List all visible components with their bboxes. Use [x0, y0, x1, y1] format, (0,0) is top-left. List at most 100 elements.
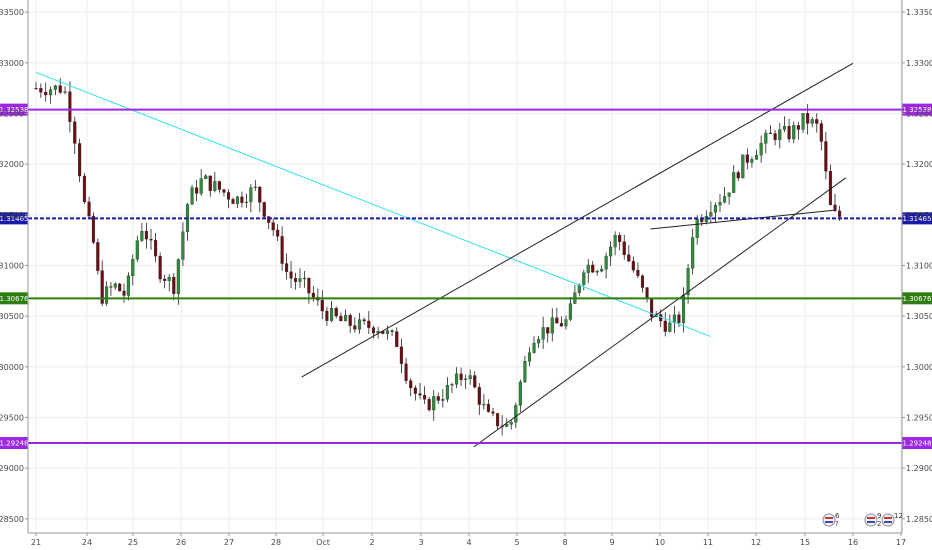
candle-body — [454, 373, 459, 385]
candle-body — [154, 240, 158, 257]
candle-body — [163, 278, 167, 281]
candle-body — [87, 201, 91, 217]
candle-body — [100, 270, 104, 304]
flag-stripe — [884, 521, 892, 523]
level-label-left: 1.32538 — [0, 106, 28, 114]
candle-body — [559, 323, 563, 327]
candle-body — [367, 320, 371, 328]
flag-stripe — [884, 517, 892, 519]
event-badges[interactable]: 6? 92 12 — [822, 512, 903, 528]
candle-body — [824, 141, 828, 172]
flag-label: ? — [835, 520, 839, 528]
candle-body — [131, 259, 135, 276]
price-tick-label-right: 1.29500 — [906, 413, 932, 422]
candle-body — [745, 154, 749, 163]
candle-body — [409, 380, 413, 389]
candle-body — [778, 129, 782, 140]
candle-body — [622, 241, 626, 255]
candle-body — [568, 303, 572, 320]
price-tick-label-left: 1.32000 — [0, 160, 24, 169]
candle-body — [732, 172, 736, 193]
candle-body — [217, 181, 221, 190]
price-tick-label-right: 1.29000 — [906, 464, 932, 473]
price-tick-label-left: 1.31500 — [0, 211, 24, 220]
flag-icon — [881, 513, 895, 527]
candle-body — [723, 196, 727, 203]
candle-body — [631, 260, 635, 271]
candle-body — [709, 212, 713, 217]
candle-body — [436, 396, 440, 401]
candle-body — [477, 387, 481, 405]
time-tick-label: 24 — [82, 538, 92, 547]
candle-body — [122, 290, 126, 296]
candle-body — [764, 132, 768, 144]
candle-body — [39, 88, 43, 93]
candle-body — [399, 346, 403, 364]
candle-body — [636, 269, 640, 276]
time-tick-label: 26 — [176, 538, 186, 547]
price-tick-label-right: 1.33000 — [906, 59, 932, 68]
candle-body — [362, 319, 366, 322]
candle-body — [537, 339, 541, 344]
price-tick-label-left: 1.30000 — [0, 363, 24, 372]
candle-body — [302, 277, 306, 280]
candle-body — [541, 327, 545, 340]
level-label-right-bg — [902, 292, 932, 305]
time-tick-label: 28 — [271, 538, 281, 547]
candle-body — [82, 175, 87, 203]
time-tick-label: 15 — [800, 538, 810, 547]
level-label-right: 1.29248 — [903, 440, 932, 448]
time-tick-label: 3 — [418, 538, 423, 547]
candle-body — [527, 352, 532, 362]
candle-body — [468, 375, 472, 380]
candle-body — [741, 154, 745, 179]
candle-body — [96, 242, 100, 271]
candle-body — [427, 399, 431, 411]
candle-body — [222, 189, 226, 193]
candle-body — [158, 255, 162, 280]
candle-body — [58, 85, 62, 93]
level-label-right-bg — [902, 212, 932, 225]
candle-body — [149, 238, 153, 241]
flag-stripe — [825, 521, 833, 523]
candle-body — [258, 186, 262, 203]
candle-body — [276, 229, 280, 237]
candle-body — [73, 121, 77, 144]
time-tick-label: 11 — [703, 538, 713, 547]
candle-body — [686, 268, 690, 296]
candle-body — [691, 237, 695, 269]
candle-body — [44, 92, 48, 96]
level-label-left: 1.30676 — [0, 295, 29, 303]
candle-body — [473, 375, 477, 388]
time-tick-label: 17 — [896, 538, 906, 547]
candle-body — [118, 283, 122, 292]
level-label-right-bg — [902, 437, 932, 450]
candle-body — [34, 88, 38, 90]
candle-body — [320, 299, 324, 312]
candle-body — [736, 172, 740, 179]
trendline-channel-upper — [301, 62, 854, 378]
candle-body — [213, 181, 217, 191]
flag-stripe — [825, 517, 833, 519]
horizontal-levels: 1.32538 1.32538 1.31465 1.31465 1.30676 1.306… — [0, 103, 932, 450]
price-tick-label-left: 1.33000 — [0, 59, 24, 68]
candle-body — [810, 119, 814, 124]
candle-body — [167, 276, 171, 281]
flag-icon — [864, 513, 878, 527]
time-tick-label: 27 — [224, 538, 234, 547]
candle-body — [91, 215, 95, 243]
candle-body — [838, 210, 842, 217]
candle-body — [546, 327, 550, 334]
price-tick-label-left: 1.29000 — [0, 464, 24, 473]
candle-body — [782, 126, 786, 130]
candle-body — [595, 271, 599, 273]
candle-body — [390, 330, 394, 332]
level-label-left-bg — [0, 437, 28, 450]
time-tick-label: 25 — [128, 538, 138, 547]
candle-body — [307, 277, 311, 294]
candle-body — [357, 319, 362, 330]
candle-body — [555, 317, 559, 324]
level-label-right: 1.31465 — [903, 215, 932, 223]
